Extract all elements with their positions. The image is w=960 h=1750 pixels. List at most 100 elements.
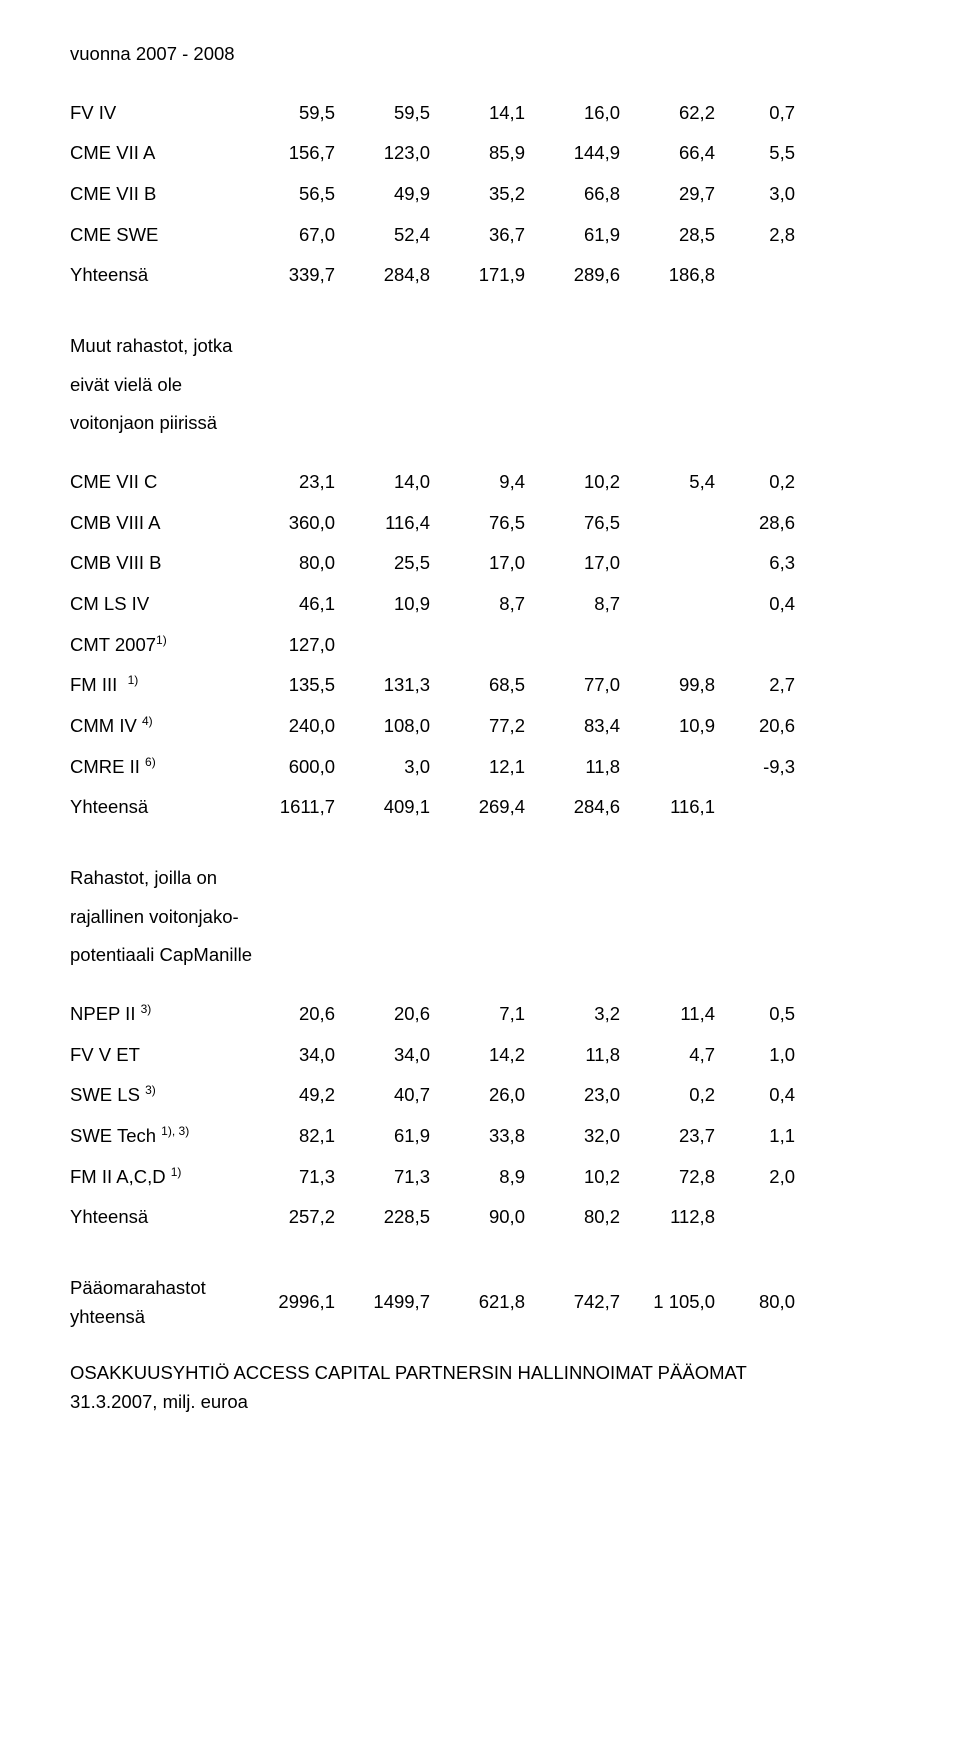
totals-v1: 1499,7 <box>355 1288 450 1317</box>
table-row: CME VII A156,7123,085,9144,966,45,5 <box>70 139 890 168</box>
cell: 4,7 <box>640 1041 735 1070</box>
cell: 269,4 <box>450 793 545 822</box>
cell: 76,5 <box>450 509 545 538</box>
table-row: FM II A,C,D 1)71,371,38,910,272,82,0 <box>70 1163 890 1192</box>
cell: 80,2 <box>545 1203 640 1232</box>
cell: 23,0 <box>545 1081 640 1110</box>
sec1-table: FV IV59,559,514,116,062,20,7 CME VII A156… <box>70 99 890 290</box>
cell <box>640 753 735 782</box>
footer-line1: OSAKKUUSYHTIÖ ACCESS CAPITAL PARTNERSIN … <box>70 1359 890 1388</box>
table-row: SWE Tech 1), 3)82,161,933,832,023,71,1 <box>70 1122 890 1151</box>
cell: 17,0 <box>545 549 640 578</box>
table-row: Yhteensä1611,7409,1269,4284,6116,1 <box>70 793 890 822</box>
totals-v3: 742,7 <box>545 1288 640 1317</box>
cell: 33,8 <box>450 1122 545 1151</box>
cell: 28,5 <box>640 221 735 250</box>
cell: 1611,7 <box>260 793 355 822</box>
row-label: FM III 1) <box>70 671 260 700</box>
cell <box>545 631 640 660</box>
cell: 8,7 <box>545 590 640 619</box>
cell: 11,8 <box>545 1041 640 1070</box>
cell <box>640 590 735 619</box>
row-label: CMB VIII B <box>70 549 260 578</box>
totals-v5: 80,0 <box>735 1288 795 1317</box>
row-label: CMB VIII A <box>70 509 260 538</box>
cell: 131,3 <box>355 671 450 700</box>
totals-label-1: Pääomarahastot <box>70 1274 260 1303</box>
table-row: CMRE II 6)600,03,012,111,8-9,3 <box>70 753 890 782</box>
row-label: FM II A,C,D 1) <box>70 1163 260 1192</box>
table-row: CMM IV 4)240,0108,077,283,410,920,6 <box>70 712 890 741</box>
cell: 14,0 <box>355 468 450 497</box>
cell: 1,1 <box>735 1122 795 1151</box>
cell: 10,2 <box>545 1163 640 1192</box>
cell: 171,9 <box>450 261 545 290</box>
cell: 3,2 <box>545 1000 640 1029</box>
cell: 35,2 <box>450 180 545 209</box>
cell: 62,2 <box>640 99 735 128</box>
cell: 71,3 <box>355 1163 450 1192</box>
totals-v2: 621,8 <box>450 1288 545 1317</box>
cell: 17,0 <box>450 549 545 578</box>
row-label: CME VII A <box>70 139 260 168</box>
table-row: CMB VIII A360,0116,476,576,528,6 <box>70 509 890 538</box>
cell: 20,6 <box>355 1000 450 1029</box>
table-row: FV V ET34,034,014,211,84,71,0 <box>70 1041 890 1070</box>
cell: 90,0 <box>450 1203 545 1232</box>
table-row: FV IV59,559,514,116,062,20,7 <box>70 99 890 128</box>
table-row: CMB VIII B80,025,517,017,06,3 <box>70 549 890 578</box>
cell: 11,4 <box>640 1000 735 1029</box>
cell <box>640 549 735 578</box>
table-row: NPEP II 3)20,620,67,13,211,40,5 <box>70 1000 890 1029</box>
cell: 34,0 <box>355 1041 450 1070</box>
cell: 80,0 <box>260 549 355 578</box>
section-heading-line: voitonjaon piirissä <box>70 409 890 438</box>
cell: 6,3 <box>735 549 795 578</box>
sec3: Rahastot, joilla onrajallinen voitonjako… <box>70 864 890 1232</box>
section-heading-line: Rahastot, joilla on <box>70 864 890 893</box>
table-row: CME VII C23,114,09,410,25,40,2 <box>70 468 890 497</box>
cell: 0,4 <box>735 590 795 619</box>
cell: 5,4 <box>640 468 735 497</box>
cell: 76,5 <box>545 509 640 538</box>
cell: -9,3 <box>735 753 795 782</box>
cell: 360,0 <box>260 509 355 538</box>
sec2: Muut rahastot, jotkaeivät vielä olevoito… <box>70 332 890 822</box>
cell: 228,5 <box>355 1203 450 1232</box>
cell: 8,9 <box>450 1163 545 1192</box>
cell: 409,1 <box>355 793 450 822</box>
table-row: Yhteensä257,2228,590,080,2112,8 <box>70 1203 890 1232</box>
cell: 2,7 <box>735 671 795 700</box>
row-label: CME VII C <box>70 468 260 497</box>
cell: 67,0 <box>260 221 355 250</box>
row-label: Yhteensä <box>70 1203 260 1232</box>
cell: 156,7 <box>260 139 355 168</box>
row-label: FV V ET <box>70 1041 260 1070</box>
totals-label-2: yhteensä <box>70 1303 260 1332</box>
cell: 77,2 <box>450 712 545 741</box>
section-heading-line: eivät vielä ole <box>70 371 890 400</box>
section-heading-line: potentiaali CapManille <box>70 941 890 970</box>
cell: 284,6 <box>545 793 640 822</box>
row-label: Yhteensä <box>70 261 260 290</box>
row-label: CME SWE <box>70 221 260 250</box>
table-row: Yhteensä339,7284,8171,9289,6186,8 <box>70 261 890 290</box>
cell: 34,0 <box>260 1041 355 1070</box>
cell: 49,2 <box>260 1081 355 1110</box>
cell: 127,0 <box>260 631 355 660</box>
cell: 12,1 <box>450 753 545 782</box>
cell: 339,7 <box>260 261 355 290</box>
cell: 1,0 <box>735 1041 795 1070</box>
cell: 26,0 <box>450 1081 545 1110</box>
table-row: FM III 1)135,5131,368,577,099,82,7 <box>70 671 890 700</box>
cell: 59,5 <box>355 99 450 128</box>
cell: 20,6 <box>735 712 795 741</box>
cell: 0,2 <box>640 1081 735 1110</box>
cell: 123,0 <box>355 139 450 168</box>
table-row: SWE LS 3)49,240,726,023,00,20,4 <box>70 1081 890 1110</box>
cell <box>735 793 795 822</box>
cell: 144,9 <box>545 139 640 168</box>
cell: 11,8 <box>545 753 640 782</box>
cell: 10,9 <box>640 712 735 741</box>
footer-line2: 31.3.2007, milj. euroa <box>70 1388 890 1417</box>
